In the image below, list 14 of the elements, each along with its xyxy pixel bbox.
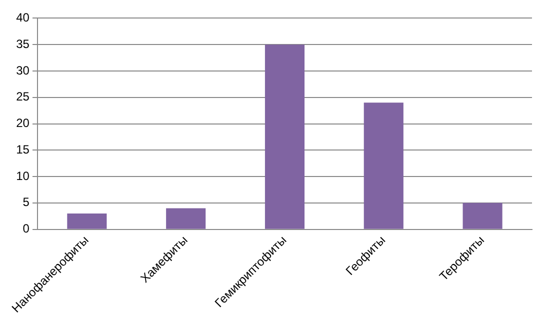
bar <box>364 102 404 229</box>
y-tick-label: 35 <box>16 36 30 51</box>
y-tick-label: 0 <box>22 222 30 236</box>
bar <box>166 208 206 229</box>
bar <box>67 213 107 229</box>
y-tick-label: 5 <box>22 195 30 210</box>
y-tick-label: 40 <box>16 10 30 25</box>
y-tick-label: 10 <box>16 168 30 183</box>
y-tick-label: 30 <box>16 63 30 78</box>
y-tick-label: 25 <box>16 90 30 104</box>
bar <box>462 202 502 229</box>
y-tick-label: 15 <box>16 142 30 156</box>
bar <box>264 44 305 229</box>
y-tick-label: 20 <box>16 116 30 130</box>
